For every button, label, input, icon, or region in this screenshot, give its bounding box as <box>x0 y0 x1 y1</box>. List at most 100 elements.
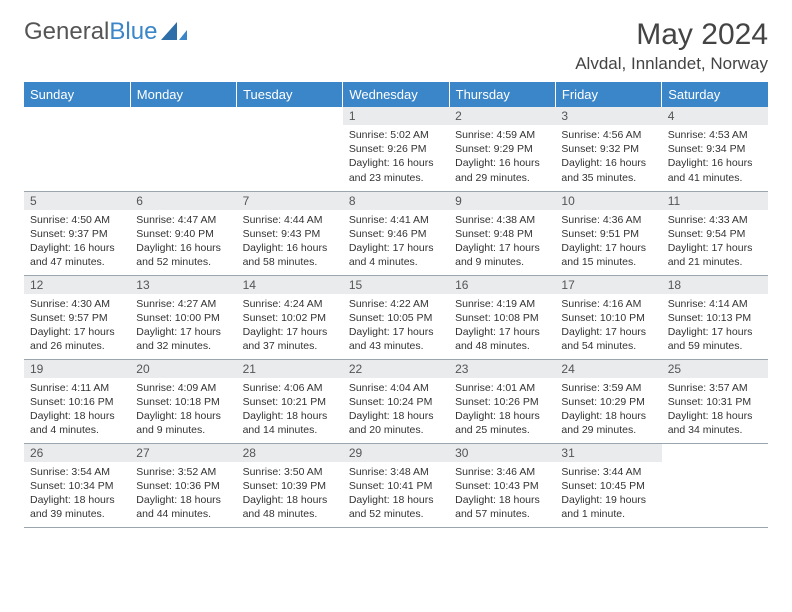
sunrise-line: Sunrise: 3:50 AM <box>243 465 337 479</box>
day-body: Sunrise: 4:59 AMSunset: 9:29 PMDaylight:… <box>449 125 555 189</box>
day-number: 16 <box>449 276 555 294</box>
day-body: Sunrise: 4:19 AMSunset: 10:08 PMDaylight… <box>449 294 555 358</box>
day-body: Sunrise: 4:04 AMSunset: 10:24 PMDaylight… <box>343 378 449 442</box>
location: Alvdal, Innlandet, Norway <box>575 54 768 74</box>
daylight-line: Daylight: 16 hours and 52 minutes. <box>136 241 230 269</box>
daylight-line: Daylight: 17 hours and 37 minutes. <box>243 325 337 353</box>
sunset-line: Sunset: 10:00 PM <box>136 311 230 325</box>
daylight-line: Daylight: 16 hours and 47 minutes. <box>30 241 124 269</box>
sunset-line: Sunset: 9:48 PM <box>455 227 549 241</box>
day-number: 3 <box>555 107 661 125</box>
weekday-header: Monday <box>130 82 236 107</box>
sunrise-line: Sunrise: 4:04 AM <box>349 381 443 395</box>
day-body: Sunrise: 3:57 AMSunset: 10:31 PMDaylight… <box>662 378 768 442</box>
day-body: Sunrise: 4:38 AMSunset: 9:48 PMDaylight:… <box>449 210 555 274</box>
day-body: Sunrise: 4:11 AMSunset: 10:16 PMDaylight… <box>24 378 130 442</box>
title-block: May 2024 Alvdal, Innlandet, Norway <box>575 18 768 74</box>
calendar-week-row: 12Sunrise: 4:30 AMSunset: 9:57 PMDayligh… <box>24 275 768 359</box>
daylight-line: Daylight: 19 hours and 1 minute. <box>561 493 655 521</box>
weekday-header: Sunday <box>24 82 130 107</box>
calendar-cell: 18Sunrise: 4:14 AMSunset: 10:13 PMDaylig… <box>662 275 768 359</box>
calendar-cell <box>24 107 130 191</box>
sunrise-line: Sunrise: 4:16 AM <box>561 297 655 311</box>
day-number: 23 <box>449 360 555 378</box>
calendar-cell: 15Sunrise: 4:22 AMSunset: 10:05 PMDaylig… <box>343 275 449 359</box>
sunrise-line: Sunrise: 4:06 AM <box>243 381 337 395</box>
daylight-line: Daylight: 18 hours and 34 minutes. <box>668 409 762 437</box>
sunrise-line: Sunrise: 4:47 AM <box>136 213 230 227</box>
calendar-cell <box>662 443 768 527</box>
sunset-line: Sunset: 10:05 PM <box>349 311 443 325</box>
calendar-cell: 9Sunrise: 4:38 AMSunset: 9:48 PMDaylight… <box>449 191 555 275</box>
calendar-cell: 10Sunrise: 4:36 AMSunset: 9:51 PMDayligh… <box>555 191 661 275</box>
calendar-cell: 13Sunrise: 4:27 AMSunset: 10:00 PMDaylig… <box>130 275 236 359</box>
daylight-line: Daylight: 18 hours and 39 minutes. <box>30 493 124 521</box>
sunset-line: Sunset: 9:40 PM <box>136 227 230 241</box>
calendar-table: SundayMondayTuesdayWednesdayThursdayFrid… <box>24 82 768 528</box>
sunset-line: Sunset: 10:41 PM <box>349 479 443 493</box>
calendar-cell: 2Sunrise: 4:59 AMSunset: 9:29 PMDaylight… <box>449 107 555 191</box>
calendar-cell: 31Sunrise: 3:44 AMSunset: 10:45 PMDaylig… <box>555 443 661 527</box>
sunrise-line: Sunrise: 4:33 AM <box>668 213 762 227</box>
day-number: 14 <box>237 276 343 294</box>
day-body: Sunrise: 4:41 AMSunset: 9:46 PMDaylight:… <box>343 210 449 274</box>
daylight-line: Daylight: 17 hours and 15 minutes. <box>561 241 655 269</box>
day-body: Sunrise: 4:30 AMSunset: 9:57 PMDaylight:… <box>24 294 130 358</box>
day-number: 13 <box>130 276 236 294</box>
daylight-line: Daylight: 18 hours and 14 minutes. <box>243 409 337 437</box>
day-number: 26 <box>24 444 130 462</box>
calendar-cell: 14Sunrise: 4:24 AMSunset: 10:02 PMDaylig… <box>237 275 343 359</box>
sunrise-line: Sunrise: 4:30 AM <box>30 297 124 311</box>
calendar-cell: 21Sunrise: 4:06 AMSunset: 10:21 PMDaylig… <box>237 359 343 443</box>
day-body: Sunrise: 4:53 AMSunset: 9:34 PMDaylight:… <box>662 125 768 189</box>
day-number: 2 <box>449 107 555 125</box>
calendar-cell: 4Sunrise: 4:53 AMSunset: 9:34 PMDaylight… <box>662 107 768 191</box>
month-title: May 2024 <box>575 18 768 52</box>
sunset-line: Sunset: 9:26 PM <box>349 142 443 156</box>
sunrise-line: Sunrise: 4:44 AM <box>243 213 337 227</box>
sunset-line: Sunset: 10:29 PM <box>561 395 655 409</box>
sunrise-line: Sunrise: 3:54 AM <box>30 465 124 479</box>
daylight-line: Daylight: 16 hours and 23 minutes. <box>349 156 443 184</box>
daylight-line: Daylight: 18 hours and 20 minutes. <box>349 409 443 437</box>
daylight-line: Daylight: 18 hours and 9 minutes. <box>136 409 230 437</box>
sunrise-line: Sunrise: 4:56 AM <box>561 128 655 142</box>
weekday-header: Friday <box>555 82 661 107</box>
sunrise-line: Sunrise: 4:36 AM <box>561 213 655 227</box>
calendar-cell: 28Sunrise: 3:50 AMSunset: 10:39 PMDaylig… <box>237 443 343 527</box>
day-body: Sunrise: 5:02 AMSunset: 9:26 PMDaylight:… <box>343 125 449 189</box>
daylight-line: Daylight: 18 hours and 44 minutes. <box>136 493 230 521</box>
calendar-cell: 8Sunrise: 4:41 AMSunset: 9:46 PMDaylight… <box>343 191 449 275</box>
weekday-row: SundayMondayTuesdayWednesdayThursdayFrid… <box>24 82 768 107</box>
sunrise-line: Sunrise: 4:09 AM <box>136 381 230 395</box>
day-body: Sunrise: 3:54 AMSunset: 10:34 PMDaylight… <box>24 462 130 526</box>
daylight-line: Daylight: 17 hours and 48 minutes. <box>455 325 549 353</box>
sunset-line: Sunset: 10:08 PM <box>455 311 549 325</box>
sunset-line: Sunset: 10:43 PM <box>455 479 549 493</box>
sunset-line: Sunset: 10:34 PM <box>30 479 124 493</box>
sunrise-line: Sunrise: 4:41 AM <box>349 213 443 227</box>
weekday-header: Wednesday <box>343 82 449 107</box>
calendar-cell: 3Sunrise: 4:56 AMSunset: 9:32 PMDaylight… <box>555 107 661 191</box>
day-number: 18 <box>662 276 768 294</box>
daylight-line: Daylight: 18 hours and 4 minutes. <box>30 409 124 437</box>
sunset-line: Sunset: 10:21 PM <box>243 395 337 409</box>
daylight-line: Daylight: 18 hours and 57 minutes. <box>455 493 549 521</box>
weekday-header: Tuesday <box>237 82 343 107</box>
sunset-line: Sunset: 10:39 PM <box>243 479 337 493</box>
calendar-cell: 19Sunrise: 4:11 AMSunset: 10:16 PMDaylig… <box>24 359 130 443</box>
daylight-line: Daylight: 16 hours and 29 minutes. <box>455 156 549 184</box>
sunrise-line: Sunrise: 5:02 AM <box>349 128 443 142</box>
calendar-cell: 6Sunrise: 4:47 AMSunset: 9:40 PMDaylight… <box>130 191 236 275</box>
sunset-line: Sunset: 10:26 PM <box>455 395 549 409</box>
sunset-line: Sunset: 9:54 PM <box>668 227 762 241</box>
header: GeneralBlue May 2024 Alvdal, Innlandet, … <box>24 18 768 74</box>
day-number: 27 <box>130 444 236 462</box>
daylight-line: Daylight: 17 hours and 32 minutes. <box>136 325 230 353</box>
daylight-line: Daylight: 16 hours and 58 minutes. <box>243 241 337 269</box>
sunrise-line: Sunrise: 4:19 AM <box>455 297 549 311</box>
calendar-cell: 22Sunrise: 4:04 AMSunset: 10:24 PMDaylig… <box>343 359 449 443</box>
sunset-line: Sunset: 10:18 PM <box>136 395 230 409</box>
day-body: Sunrise: 4:47 AMSunset: 9:40 PMDaylight:… <box>130 210 236 274</box>
day-number: 22 <box>343 360 449 378</box>
